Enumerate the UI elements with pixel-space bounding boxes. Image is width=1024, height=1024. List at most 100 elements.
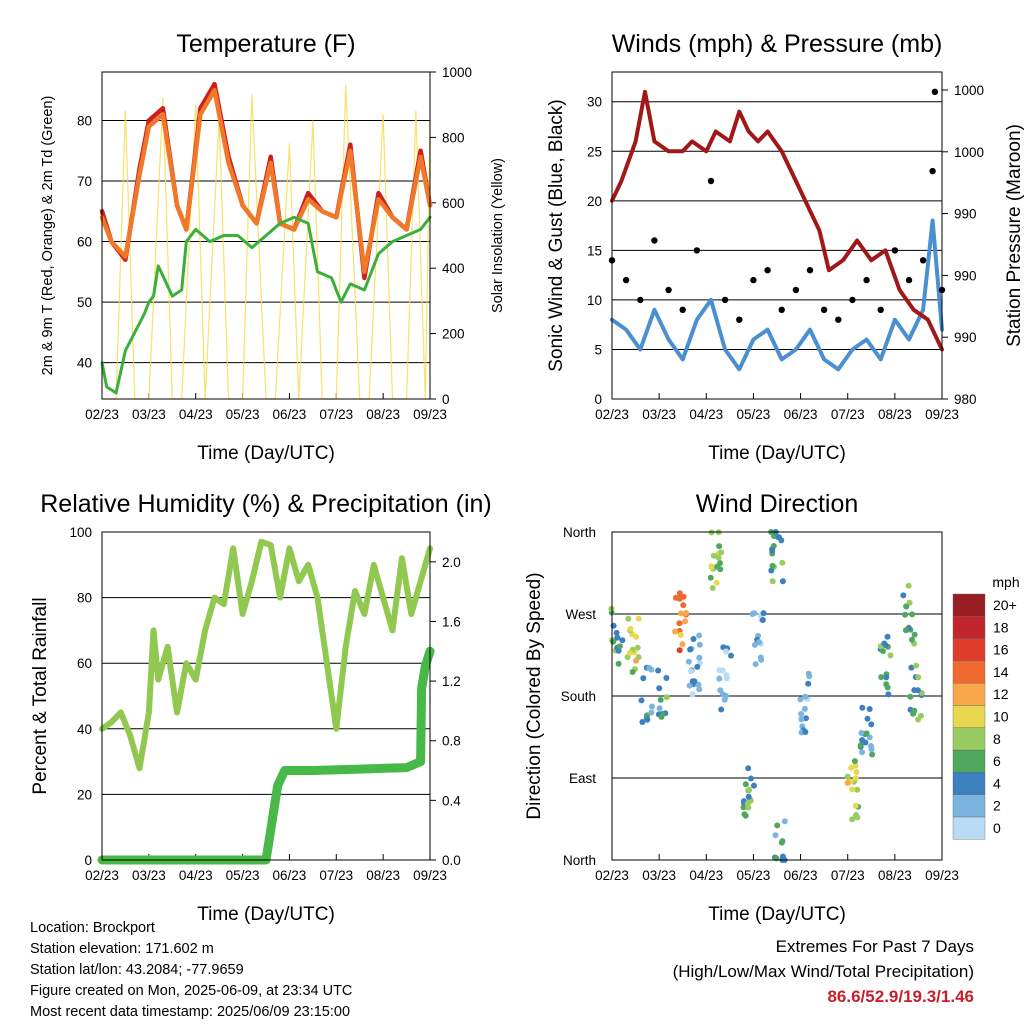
gust-point bbox=[835, 316, 842, 323]
y-right-axis-label: Solar Insolation (Yellow) bbox=[490, 158, 506, 313]
recent-timestamp-text: Most recent data timestamp: 2025/06/09 2… bbox=[30, 1004, 351, 1020]
direction-point bbox=[635, 615, 642, 622]
x-tick-label: 08/23 bbox=[366, 868, 400, 883]
colorbar-swatch bbox=[952, 749, 986, 773]
plot-frame bbox=[611, 71, 943, 400]
direction-point bbox=[883, 681, 890, 688]
direction-point bbox=[640, 675, 647, 682]
x-tick-label: 09/23 bbox=[413, 868, 447, 883]
colorbar-label: 18 bbox=[993, 619, 1009, 635]
direction-point bbox=[853, 812, 859, 818]
direction-point bbox=[869, 751, 876, 758]
gust-point bbox=[622, 276, 630, 284]
direction-point bbox=[779, 559, 786, 566]
direction-point bbox=[696, 686, 703, 693]
direction-point bbox=[709, 585, 716, 591]
gust-point bbox=[693, 247, 701, 254]
x-tick-label: 07/23 bbox=[831, 407, 865, 422]
gust-point bbox=[750, 276, 757, 284]
direction-point bbox=[687, 646, 694, 653]
direction-point bbox=[878, 674, 885, 681]
direction-point bbox=[887, 652, 894, 659]
y-axis-label: Percent & Total Rainfall bbox=[30, 597, 51, 794]
x-tick-label: 04/23 bbox=[689, 407, 723, 422]
direction-point bbox=[741, 811, 748, 818]
direction-point bbox=[864, 715, 871, 722]
x-tick-label: 02/23 bbox=[85, 868, 119, 883]
colorbar: mph 20+ 18 16 14 12 10 8 6 4 2 0 bbox=[952, 574, 1020, 840]
colorbar-label: 12 bbox=[993, 686, 1009, 702]
direction-point bbox=[614, 634, 621, 641]
y-tick-label: 100 bbox=[69, 525, 92, 540]
x-tick-label: 07/23 bbox=[831, 868, 865, 883]
x-tick-label: 06/23 bbox=[784, 407, 818, 422]
direction-point bbox=[682, 618, 689, 625]
x-tick-label: 08/23 bbox=[878, 407, 912, 422]
y-tick-label: 0 bbox=[594, 392, 602, 407]
direction-point bbox=[802, 693, 809, 700]
direction-point bbox=[648, 709, 655, 716]
x-tick-label: 06/23 bbox=[273, 407, 307, 422]
direction-point bbox=[868, 721, 875, 728]
direction-point bbox=[852, 802, 859, 809]
direction-point bbox=[915, 674, 922, 681]
gust-point bbox=[891, 247, 899, 254]
direction-point bbox=[644, 716, 651, 723]
x-tick-label: 06/23 bbox=[273, 868, 307, 883]
gust-point bbox=[665, 286, 672, 294]
direction-point bbox=[798, 711, 805, 717]
colorbar-swatch bbox=[952, 593, 986, 617]
direction-point bbox=[769, 562, 776, 569]
direction-point bbox=[756, 639, 763, 646]
direction-point bbox=[676, 595, 683, 602]
chart-panel-1: Temperature (F) 02/23 03/23 04/23 05/23 06/23… bbox=[40, 30, 506, 464]
direction-point bbox=[629, 669, 636, 675]
direction-point bbox=[627, 625, 634, 632]
direction-point bbox=[760, 610, 767, 617]
direction-point bbox=[883, 674, 890, 681]
direction-point bbox=[849, 816, 856, 823]
x-tick-label: 03/23 bbox=[642, 868, 676, 883]
direction-point bbox=[866, 706, 873, 712]
direction-point bbox=[751, 782, 757, 789]
direction-point bbox=[649, 703, 655, 710]
direction-point bbox=[745, 793, 752, 800]
direction-point bbox=[909, 636, 915, 643]
plot-frame bbox=[101, 71, 431, 400]
x-tick-label: 07/23 bbox=[319, 868, 353, 883]
y-right-tick-label: 0.0 bbox=[442, 853, 461, 868]
x-tick-label: 04/23 bbox=[689, 868, 723, 883]
y-axis-label: 2m & 9m T (Red, Orange) & 2m Td (Green) bbox=[40, 96, 56, 376]
x-axis-label: Time (Day/UTC) bbox=[197, 443, 335, 464]
colorbar-label: 10 bbox=[993, 709, 1009, 725]
y-right-axis-label: Station Pressure (Maroon) bbox=[1004, 124, 1024, 347]
plot-frame bbox=[101, 531, 431, 861]
colorbar-label: 14 bbox=[993, 664, 1009, 680]
y-right-tick-label: 400 bbox=[442, 261, 465, 276]
x-tick-label: 04/23 bbox=[179, 407, 213, 422]
series-line bbox=[610, 218, 944, 372]
direction-point bbox=[742, 781, 749, 788]
direction-point bbox=[849, 786, 856, 793]
x-tick-label: 02/23 bbox=[595, 868, 629, 883]
direction-point bbox=[909, 611, 916, 618]
direction-point bbox=[853, 769, 860, 775]
direction-point bbox=[663, 694, 670, 701]
direction-point bbox=[781, 818, 788, 825]
gust-point bbox=[679, 306, 686, 313]
colorbar-swatch bbox=[952, 660, 986, 684]
x-tick-label: 05/23 bbox=[737, 407, 771, 422]
chart-panel-3: Relative Humidity (%) & Precipitation (i… bbox=[30, 490, 492, 925]
colorbar-swatch bbox=[952, 772, 986, 795]
station-info: Location: Brockport Station elevation: 1… bbox=[30, 918, 352, 1023]
y-right-tick-label: 990 bbox=[954, 268, 977, 283]
direction-point bbox=[625, 615, 632, 622]
y-right-tick-label: 600 bbox=[442, 196, 465, 211]
direction-point bbox=[803, 715, 809, 722]
gust-point bbox=[707, 177, 715, 185]
x-tick-label: 06/23 bbox=[784, 868, 818, 883]
series-line bbox=[99, 538, 433, 772]
chart-title: Wind Direction bbox=[696, 490, 859, 518]
y-axis-label: Sonic Wind & Gust (Blue, Black) bbox=[546, 99, 567, 371]
y-right-tick-label: 1.2 bbox=[442, 674, 461, 689]
